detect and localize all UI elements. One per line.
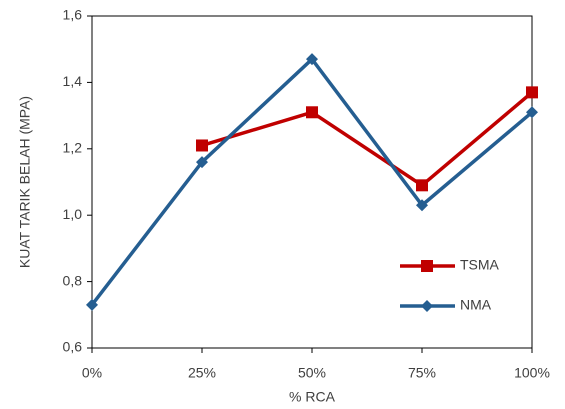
marker — [526, 86, 538, 99]
marker — [421, 260, 433, 272]
marker — [416, 179, 428, 192]
x-tick-label: 0% — [82, 365, 102, 381]
x-tick-label: 100% — [514, 365, 550, 381]
y-tick-label: 0,6 — [63, 339, 83, 355]
marker — [306, 53, 318, 66]
x-tick-label: 75% — [408, 365, 436, 381]
marker — [86, 298, 98, 311]
legend-label: NMA — [460, 297, 492, 313]
marker — [196, 139, 208, 152]
y-axis-label: KUAT TARIK BELAH (MPA) — [17, 96, 33, 268]
marker — [416, 199, 428, 212]
marker — [306, 106, 318, 119]
series-line — [201, 91, 534, 188]
x-tick-label: 25% — [188, 365, 216, 381]
y-tick-label: 1,6 — [63, 7, 83, 23]
x-axis-label: % RCA — [289, 389, 336, 405]
x-tick-label: 50% — [298, 365, 326, 381]
y-tick-label: 1,0 — [63, 206, 83, 222]
marker — [421, 300, 433, 312]
marker — [526, 106, 538, 119]
marker — [196, 156, 208, 169]
y-tick-label: 0,8 — [63, 272, 83, 288]
y-tick-label: 1,2 — [63, 140, 83, 156]
y-tick-label: 1,4 — [63, 73, 83, 89]
legend-label: TSMA — [460, 257, 500, 273]
